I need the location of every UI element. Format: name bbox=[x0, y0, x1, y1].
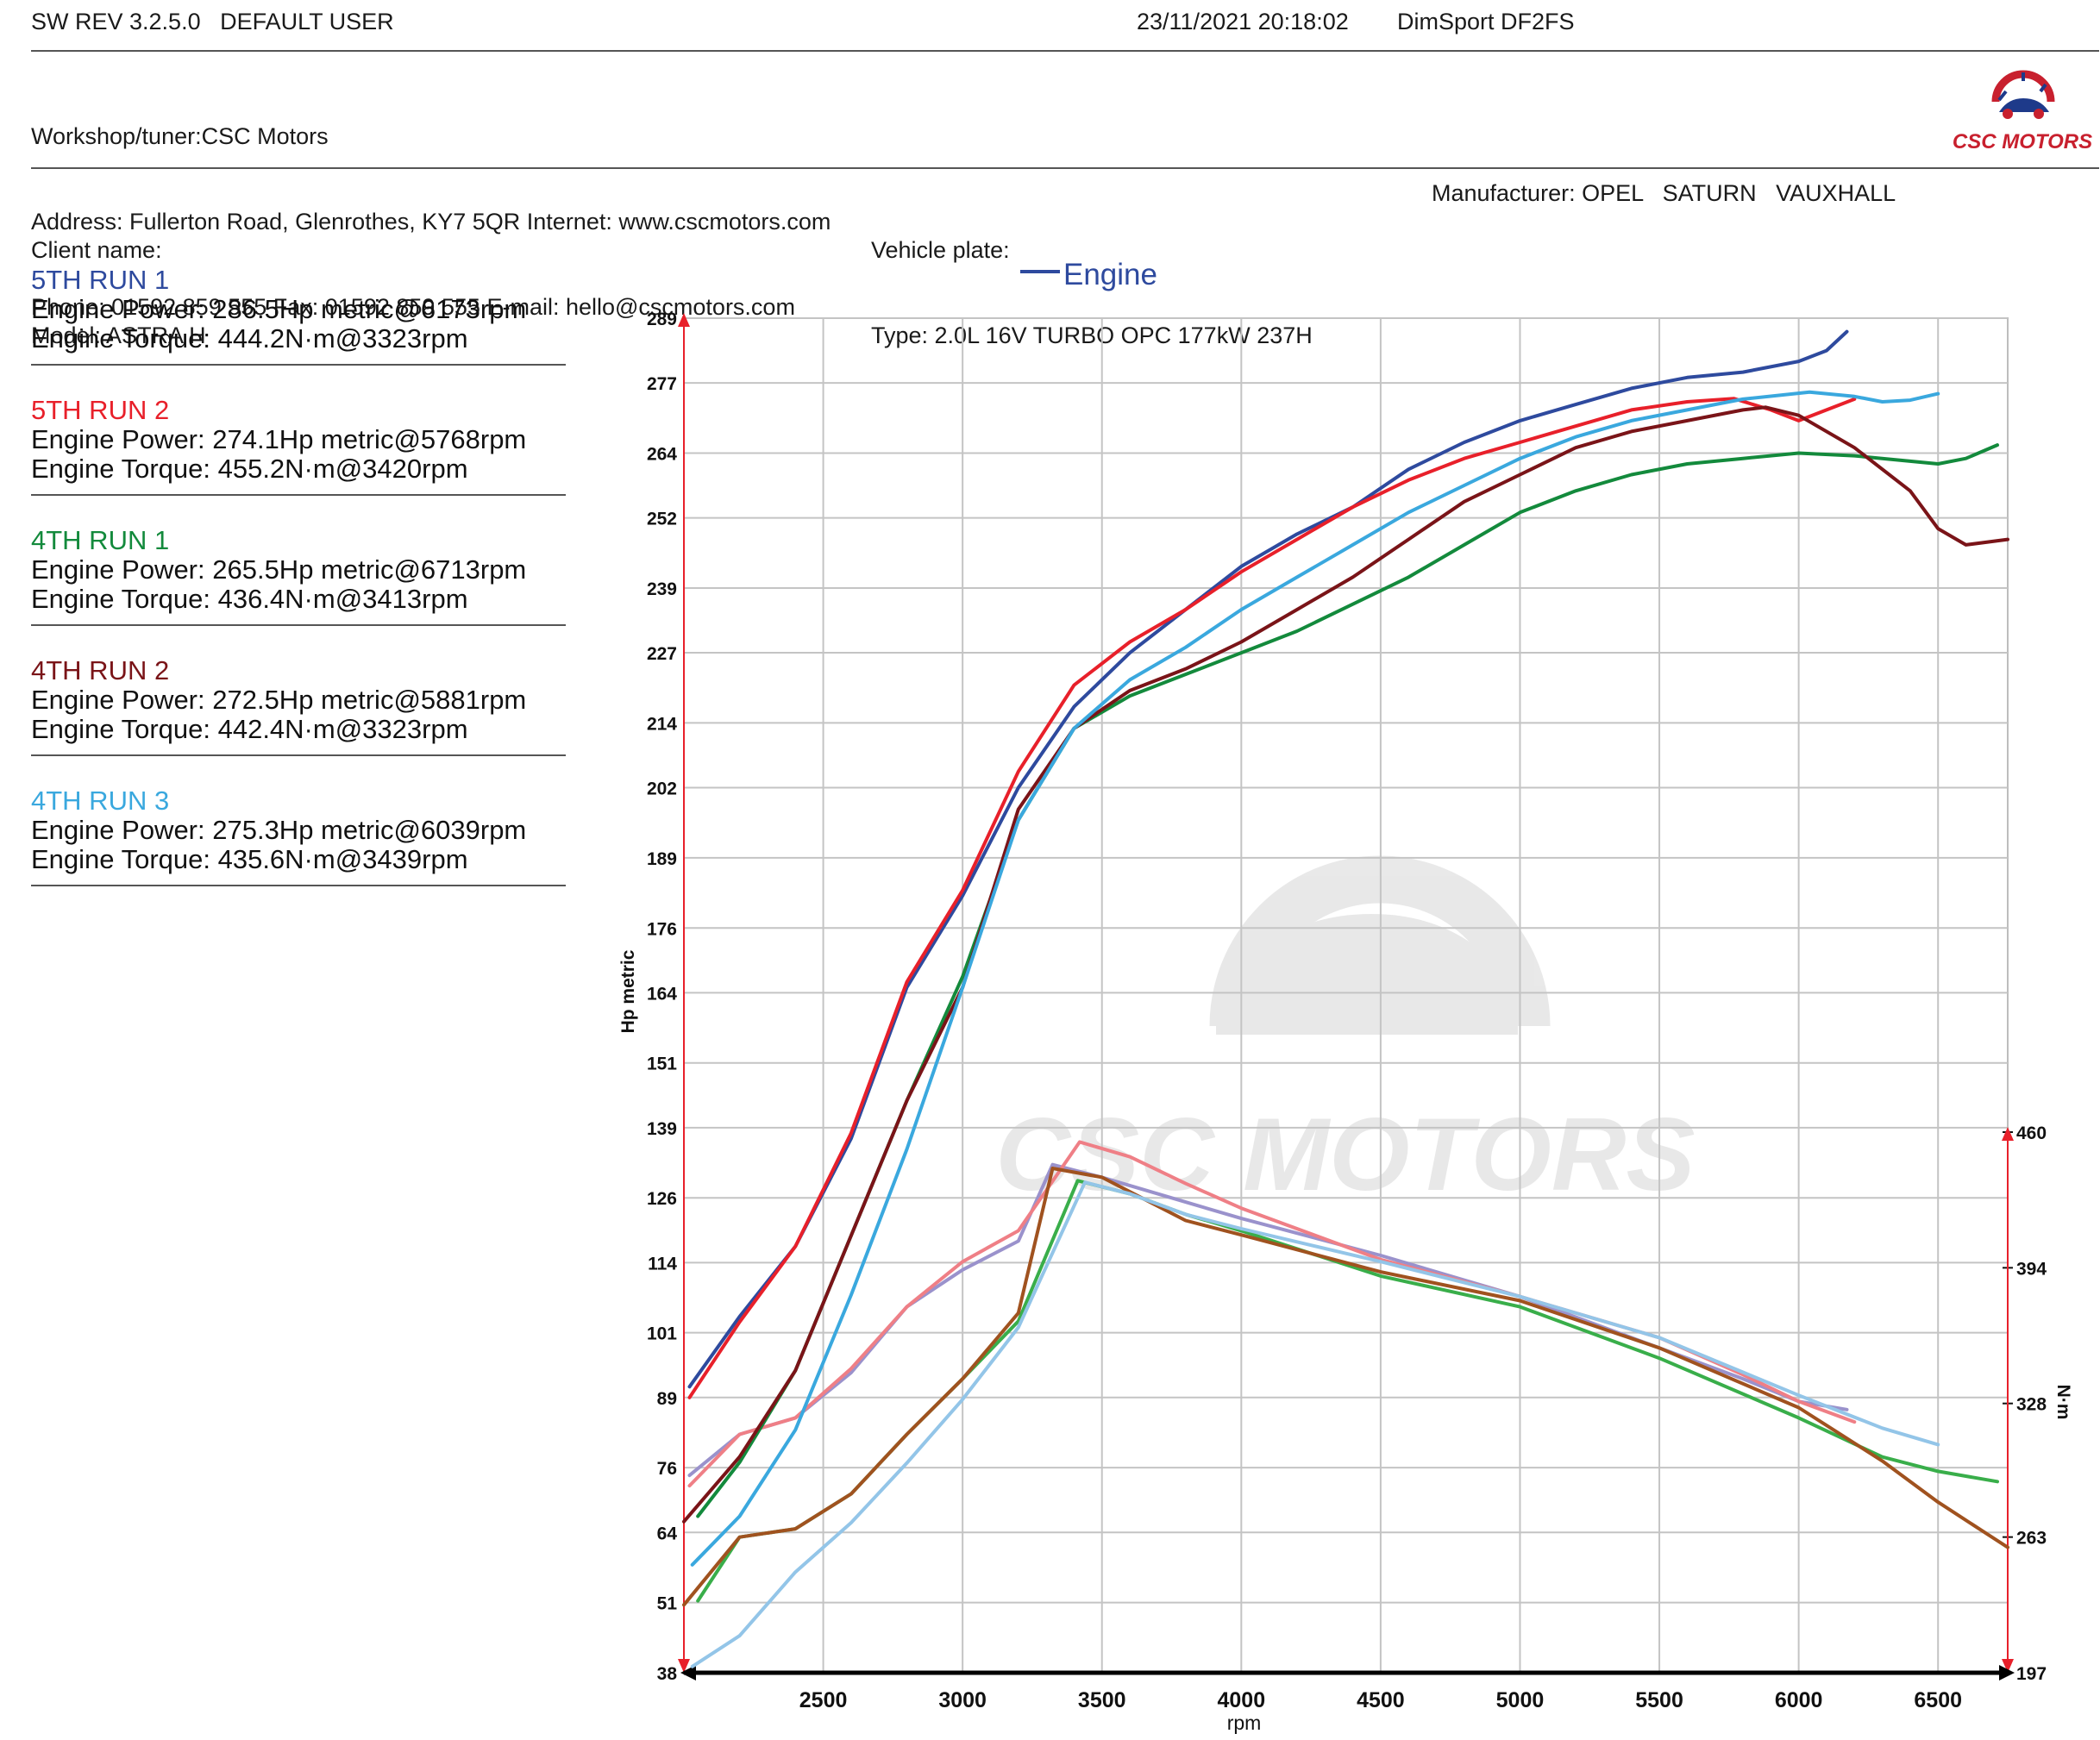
device-name: DimSport DF2FS bbox=[1397, 9, 1575, 34]
workshop-info: Workshop/tuner:CSC Motors Address: Fulle… bbox=[31, 66, 831, 350]
report-datetime: 23/11/2021 20:18:02 bbox=[1137, 9, 1349, 34]
x-tick-label: 5500 bbox=[1635, 1688, 1683, 1712]
torque-series-line bbox=[696, 1179, 1999, 1603]
y-tick-label: 239 bbox=[647, 579, 677, 599]
x-axis-arrow-icon bbox=[680, 1665, 696, 1681]
run-divider bbox=[31, 624, 566, 626]
y-tick-label: 38 bbox=[657, 1664, 678, 1684]
y-tick-label: 176 bbox=[647, 919, 677, 939]
x-tick-label: 4500 bbox=[1357, 1688, 1405, 1712]
x-axis-arrow-icon bbox=[1999, 1665, 2015, 1681]
y-tick-label: 164 bbox=[647, 984, 677, 1004]
run-summary: 5TH RUN 2 Engine Power: 274.1Hp metric@5… bbox=[31, 396, 566, 496]
run-title: 4TH RUN 2 bbox=[31, 655, 170, 685]
y-tick-label: 264 bbox=[647, 444, 677, 464]
torque-series-line bbox=[682, 1167, 2009, 1607]
x-tick-label: 4000 bbox=[1218, 1688, 1266, 1712]
watermark-text: CSC MOTORS bbox=[995, 1097, 1695, 1212]
run-summary: 4TH RUN 1 Engine Power: 265.5Hp metric@6… bbox=[31, 526, 566, 626]
y-tick-label: 64 bbox=[657, 1524, 678, 1543]
run-torque: Engine Torque: 444.2N·m@3323rpm bbox=[31, 323, 468, 354]
run-power: Engine Power: 274.1Hp metric@5768rpm bbox=[31, 424, 527, 454]
y2-tick-label: 394 bbox=[2016, 1259, 2047, 1279]
power-series-line bbox=[690, 390, 1940, 1567]
torque-series-line bbox=[690, 1180, 1940, 1668]
y2-tick-label: 460 bbox=[2016, 1123, 2047, 1143]
y-axis-arrow-icon bbox=[678, 1659, 690, 1673]
client-info: Client name: Model: ASTRA H bbox=[31, 179, 206, 379]
x-tick-label: 3000 bbox=[938, 1688, 987, 1712]
run-title: 4TH RUN 1 bbox=[31, 525, 170, 555]
y2-axis-arrow-icon bbox=[2002, 1659, 2014, 1673]
vehicle-type: Type: 2.0L 16V TURBO OPC 177kW 237H bbox=[871, 322, 1313, 348]
run-divider bbox=[31, 754, 566, 756]
vehicle-plate: Vehicle plate: bbox=[871, 237, 1010, 263]
run-summary: 4TH RUN 3 Engine Power: 275.3Hp metric@6… bbox=[31, 786, 566, 886]
run-torque: Engine Torque: 435.6N·m@3439rpm bbox=[31, 844, 468, 874]
run-power: Engine Power: 286.5Hp metric@6173rpm bbox=[31, 294, 527, 324]
y2-tick-label: 328 bbox=[2016, 1395, 2047, 1415]
y-tick-label: 252 bbox=[647, 510, 677, 529]
power-series-line bbox=[682, 405, 2009, 1524]
run-title: 5TH RUN 1 bbox=[31, 265, 170, 295]
run-summary: 5TH RUN 1 Engine Power: 286.5Hp metric@6… bbox=[31, 266, 566, 366]
run-divider bbox=[31, 494, 566, 496]
plate-info: Vehicle plate: Type: 2.0L 16V TURBO OPC … bbox=[871, 179, 1313, 379]
run-divider bbox=[31, 364, 566, 366]
y-tick-label: 101 bbox=[647, 1324, 677, 1344]
y-tick-label: 202 bbox=[647, 779, 677, 799]
y-tick-label: 277 bbox=[647, 374, 677, 394]
y-tick-label: 126 bbox=[647, 1189, 677, 1209]
watermark-car bbox=[1216, 914, 1518, 1035]
x-tick-label: 6000 bbox=[1775, 1688, 1823, 1712]
y2-axis-arrow-icon bbox=[2002, 1127, 2014, 1141]
run-summary: 4TH RUN 2 Engine Power: 272.5Hp metric@5… bbox=[31, 656, 566, 756]
software-version: SW REV 3.2.5.0 DEFAULT USER bbox=[31, 9, 394, 34]
x-tick-label: 6500 bbox=[1914, 1688, 1962, 1712]
x-tick-label: 5000 bbox=[1496, 1688, 1545, 1712]
run-power: Engine Power: 275.3Hp metric@6039rpm bbox=[31, 815, 527, 845]
y-tick-label: 89 bbox=[657, 1389, 677, 1409]
y-tick-label: 189 bbox=[647, 849, 677, 869]
y-axis-arrow-icon bbox=[678, 313, 690, 327]
workshop-divider bbox=[31, 167, 2099, 169]
workshop-address: Address: Fullerton Road, Glenrothes, KY7… bbox=[31, 209, 831, 235]
y-axis-label: Hp metric bbox=[618, 949, 638, 1033]
speedometer-icon bbox=[1991, 70, 2055, 119]
workshop-name: Workshop/tuner:CSC Motors bbox=[31, 123, 329, 149]
y-tick-label: 114 bbox=[648, 1254, 677, 1274]
x-axis-label: rpm bbox=[1227, 1712, 1262, 1734]
run-torque: Engine Torque: 436.4N·m@3413rpm bbox=[31, 584, 468, 614]
run-torque: Engine Torque: 455.2N·m@3420rpm bbox=[31, 454, 468, 484]
legend-label: Engine bbox=[1063, 258, 1157, 291]
logo-text: CSC MOTORS bbox=[1953, 130, 2092, 153]
run-title: 5TH RUN 2 bbox=[31, 395, 170, 425]
y-tick-label: 51 bbox=[657, 1594, 678, 1614]
power-series-line bbox=[687, 329, 1849, 1389]
y-tick-label: 76 bbox=[657, 1459, 677, 1479]
y2-axis-label: N·m bbox=[2053, 1385, 2073, 1420]
x-tick-label: 2500 bbox=[799, 1688, 848, 1712]
y2-tick-label: 263 bbox=[2016, 1529, 2047, 1549]
client-name: Client name: bbox=[31, 237, 162, 263]
run-torque: Engine Torque: 442.4N·m@3323rpm bbox=[31, 714, 468, 744]
vehicle-model: Model: ASTRA H bbox=[31, 322, 206, 348]
x-tick-label: 3500 bbox=[1078, 1688, 1126, 1712]
run-power: Engine Power: 265.5Hp metric@6713rpm bbox=[31, 554, 527, 585]
y2-tick-label: 197 bbox=[2016, 1664, 2047, 1684]
watermark-logo: CSC MOTORS bbox=[995, 855, 1696, 1212]
run-divider bbox=[31, 885, 566, 886]
y-tick-label: 214 bbox=[647, 714, 677, 734]
run-power: Engine Power: 272.5Hp metric@5881rpm bbox=[31, 685, 527, 715]
y-tick-label: 289 bbox=[647, 310, 677, 329]
y-tick-label: 151 bbox=[647, 1055, 677, 1074]
y-tick-label: 139 bbox=[647, 1119, 677, 1139]
header-divider bbox=[31, 50, 2099, 52]
run-title: 4TH RUN 3 bbox=[31, 786, 170, 816]
workshop-contact: Phone: 01592 859 555 Fax: 01592 859 555 … bbox=[31, 294, 795, 320]
csc-motors-logo: CSC MOTORS bbox=[1946, 60, 2099, 155]
y-tick-label: 227 bbox=[647, 644, 677, 664]
vehicle-manufacturer: Manufacturer: OPEL SATURN VAUXHALL bbox=[1432, 180, 1896, 206]
